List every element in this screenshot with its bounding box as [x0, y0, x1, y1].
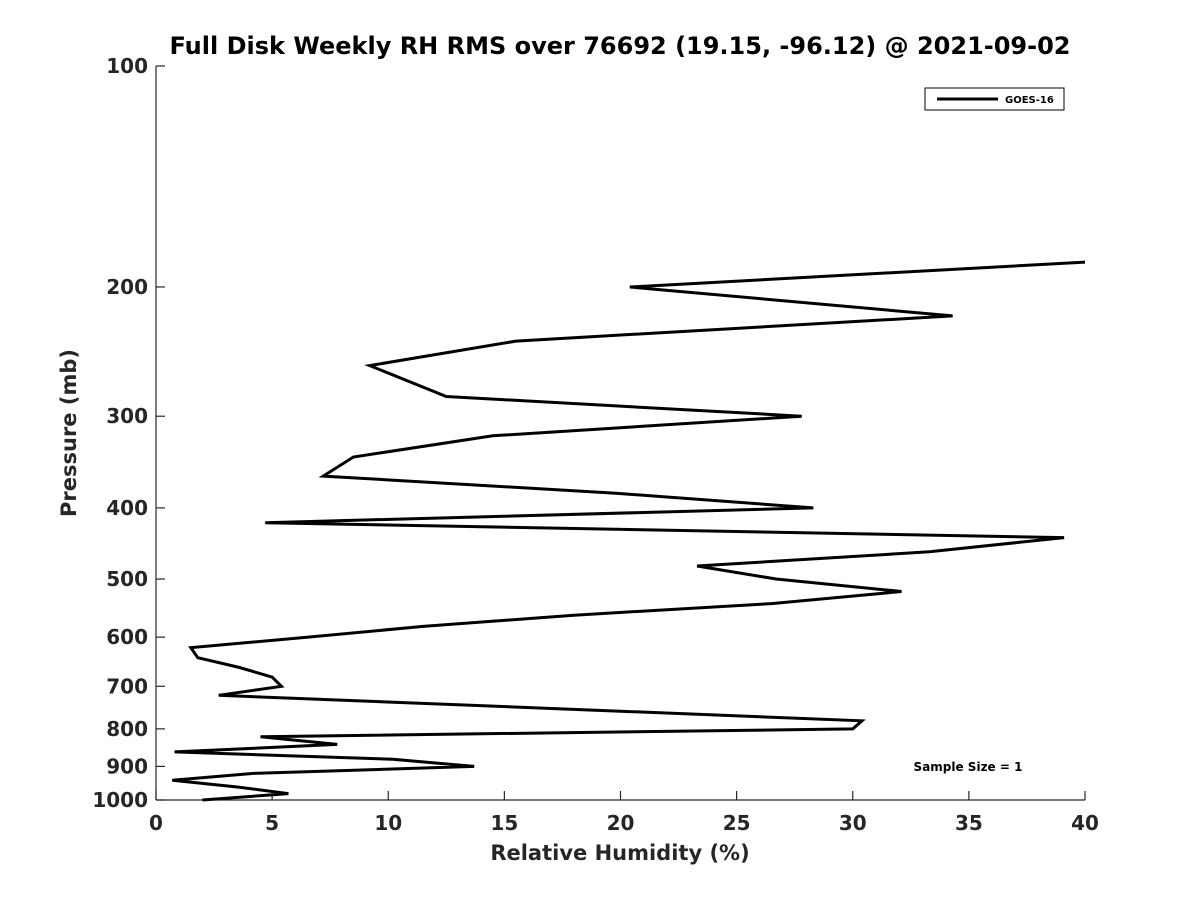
- x-tick-label: 30: [839, 811, 867, 835]
- legend: GOES-16: [924, 87, 1065, 111]
- series-line-goes-16: [172, 260, 1086, 802]
- y-axis-label: Pressure (mb): [57, 349, 81, 517]
- x-tick-label: 15: [490, 811, 518, 835]
- y-tick-label: 1000: [92, 788, 148, 812]
- sample-size-annotation: Sample Size = 1: [914, 760, 1023, 774]
- x-tick-label: 5: [265, 811, 279, 835]
- x-tick-label: 40: [1071, 811, 1099, 835]
- y-tick-label: 300: [106, 404, 148, 428]
- y-tick-label: 200: [106, 275, 148, 299]
- x-tick-label: 10: [374, 811, 402, 835]
- x-axis-ticks: 0 5 10 15 20 25 30 35 40: [149, 791, 1099, 835]
- chart-title: Full Disk Weekly RH RMS over 76692 (19.1…: [169, 32, 1070, 60]
- y-tick-label: 700: [106, 674, 148, 698]
- series-layer: [172, 260, 1086, 802]
- y-tick-label: 600: [106, 625, 148, 649]
- y-axis-ticks: 100 200 300 400 500 600 700 800 900 1000: [92, 54, 165, 812]
- y-tick-label: 400: [106, 496, 148, 520]
- x-axis-label: Relative Humidity (%): [490, 841, 749, 865]
- legend-label: GOES-16: [1005, 95, 1054, 106]
- x-tick-label: 25: [723, 811, 751, 835]
- x-tick-label: 0: [149, 811, 163, 835]
- y-tick-label: 800: [106, 717, 148, 741]
- y-tick-label: 500: [106, 567, 148, 591]
- x-tick-label: 20: [607, 811, 635, 835]
- plot-area: [156, 66, 1085, 800]
- y-tick-label: 100: [106, 54, 148, 78]
- x-tick-label: 35: [955, 811, 983, 835]
- y-tick-label: 900: [106, 754, 148, 778]
